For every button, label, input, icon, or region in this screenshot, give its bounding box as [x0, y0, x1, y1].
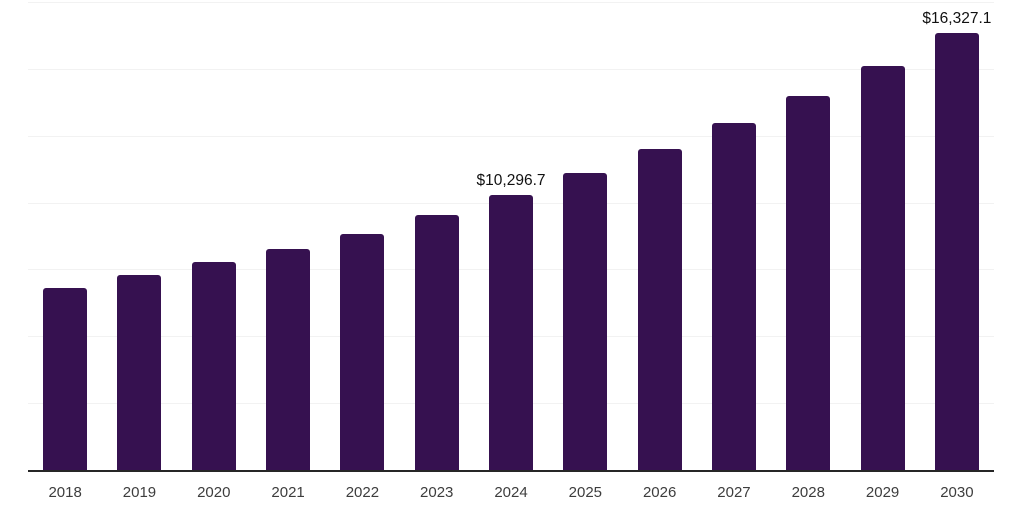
plot-area: $10,296.7 $16,327.1 — [28, 2, 994, 470]
x-tick-2025: 2025 — [568, 484, 603, 501]
bar-slot-2018 — [28, 2, 102, 470]
bar-slot-2021 — [251, 2, 325, 470]
bar-2020 — [191, 261, 236, 470]
x-tick-2019: 2019 — [122, 484, 157, 501]
bar-2030 — [934, 33, 979, 470]
x-tick-2030: 2030 — [940, 484, 974, 501]
x-tick-2026: 2026 — [642, 484, 677, 501]
bar-2021 — [266, 249, 311, 470]
bar-slot-2020 — [177, 2, 251, 470]
bar-slot-2028 — [771, 2, 845, 470]
x-tick-2018: 2018 — [48, 484, 82, 501]
x-tick-2029: 2029 — [865, 484, 900, 501]
bar-2028 — [786, 95, 831, 470]
data-label-2024: $10,296.7 — [476, 171, 546, 189]
x-tick-2024: 2024 — [494, 484, 528, 501]
bar-2027 — [711, 123, 756, 470]
bar-slot-2019 — [102, 2, 176, 470]
bar-slot-2026 — [623, 2, 697, 470]
x-tick-2022: 2022 — [345, 484, 380, 501]
x-axis-line — [28, 470, 994, 472]
gridline — [28, 135, 994, 137]
x-tick-2021: 2021 — [271, 484, 305, 501]
bar-2019 — [117, 275, 162, 470]
x-axis-tick-labels: 2018 2019 2020 2021 2022 2023 2024 2025 2026 2027… — [28, 484, 994, 501]
bar-2025 — [563, 172, 608, 470]
bar-2022 — [340, 234, 385, 470]
bar-series: $10,296.7 $16,327.1 — [28, 2, 994, 470]
bar-2023 — [414, 215, 459, 470]
bar-2026 — [637, 148, 682, 470]
x-tick-2028: 2028 — [791, 484, 825, 501]
bar-slot-2027 — [697, 2, 771, 470]
gridline — [28, 68, 994, 70]
bar-slot-2022 — [325, 2, 399, 470]
data-label-2030: $16,327.1 — [922, 10, 992, 28]
bar-slot-2025 — [548, 2, 622, 470]
bar-slot-2030: $16,327.1 — [920, 2, 994, 470]
bar-slot-2023 — [400, 2, 474, 470]
x-tick-2023: 2023 — [420, 484, 454, 501]
bar-slot-2029 — [845, 2, 919, 470]
bar-slot-2024: $10,296.7 — [474, 2, 548, 470]
bar-2024 — [489, 194, 534, 470]
x-tick-2020: 2020 — [197, 484, 231, 501]
gridline — [28, 2, 994, 3]
x-tick-2027: 2027 — [717, 484, 751, 501]
bar-2029 — [860, 65, 905, 470]
bar-2018 — [43, 288, 88, 470]
